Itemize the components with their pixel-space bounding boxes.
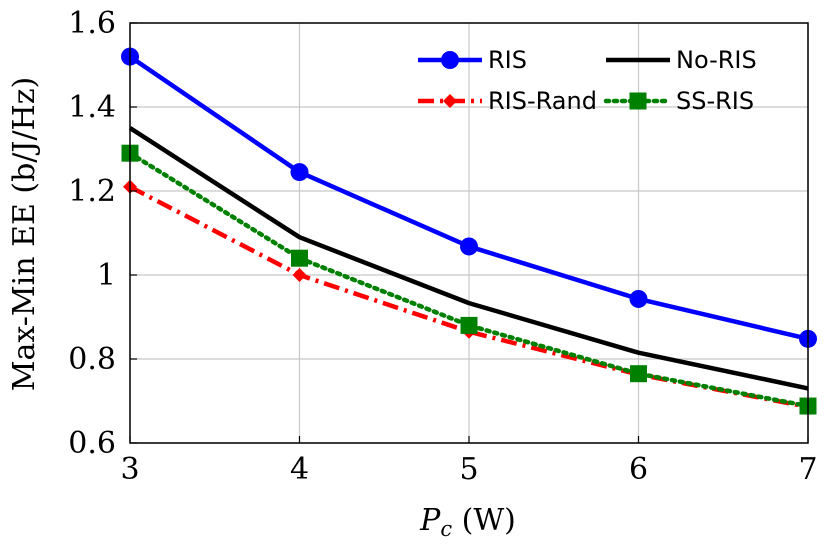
x-axis-label: Pc (W) xyxy=(419,503,516,541)
data-point-ss-ris xyxy=(630,365,647,383)
y-tick-label: 1.2 xyxy=(68,174,116,209)
data-point-ris xyxy=(629,289,648,308)
series-line-no-ris xyxy=(128,126,809,391)
series-line-ss-ris xyxy=(127,150,811,409)
tick-labels: 3 4 5 6 7 0.6 0.8 1 1.2 1.4 1.6 xyxy=(68,6,817,487)
y-tick-label: 0.8 xyxy=(68,342,116,377)
legend-marker-ss-ris xyxy=(629,92,647,110)
legend-marker-ris xyxy=(441,51,459,69)
legend-marker-ris-rand xyxy=(443,94,457,108)
legend-label-ris: RIS xyxy=(488,46,527,74)
x-axis-var: P xyxy=(419,503,441,538)
legend-label-ss-ris: SS-RIS xyxy=(676,87,754,115)
x-tick-label: 6 xyxy=(629,452,648,487)
x-axis-unit: (W) xyxy=(452,503,516,538)
data-point-ss-ris xyxy=(291,249,308,267)
x-tick-label: 3 xyxy=(120,452,139,487)
x-axis-sub: c xyxy=(440,517,452,541)
legend-label-no-ris: No-RIS xyxy=(676,46,757,74)
grid xyxy=(129,22,809,444)
legend: RIS No-RIS RIS-Rand SS-RIS xyxy=(418,46,757,115)
y-axis-label: Max-Min EE (b/J/Hz) xyxy=(7,77,42,391)
y-tick-label: 1 xyxy=(97,258,116,293)
x-tick-label: 4 xyxy=(290,452,309,487)
legend-label-ris-rand: RIS-Rand xyxy=(488,87,597,115)
y-tick-label: 1.6 xyxy=(68,6,116,41)
y-tick-label: 1.4 xyxy=(68,90,116,125)
y-tick-label: 0.6 xyxy=(68,426,116,461)
data-point-ris-rand xyxy=(292,268,307,282)
x-tick-label: 5 xyxy=(459,452,478,487)
x-tick-label: 7 xyxy=(798,452,817,487)
data-point-ris xyxy=(290,163,309,182)
data-point-ris xyxy=(460,237,478,256)
data-point-ss-ris xyxy=(460,316,478,334)
